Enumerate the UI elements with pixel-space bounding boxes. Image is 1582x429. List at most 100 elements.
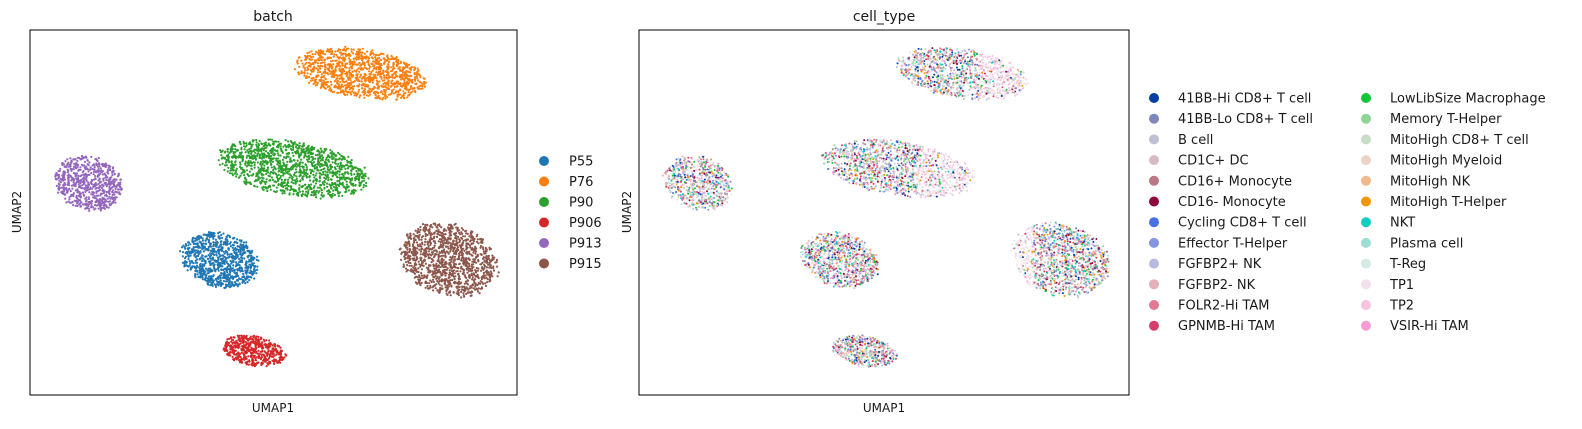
point [68,187,71,190]
point [347,47,350,50]
point [420,87,423,90]
point [202,250,205,253]
point [278,162,281,165]
point [249,269,252,272]
point [84,172,87,175]
point [377,71,380,75]
point [290,141,293,144]
point [352,52,355,55]
point [255,356,258,359]
point [231,349,234,352]
point [352,48,355,51]
point [197,253,200,256]
point [203,271,206,274]
point [263,350,266,353]
point [349,93,353,96]
point [329,149,332,152]
point [74,185,77,188]
point [225,158,228,162]
point [245,165,248,168]
point [456,287,459,290]
point [365,83,368,87]
point [368,87,371,90]
point [273,343,277,346]
point [181,261,184,264]
point [335,53,338,57]
point [338,182,342,185]
point [399,88,402,91]
series-p76 [293,45,427,101]
point [212,237,215,240]
point [231,147,234,150]
point [345,49,348,52]
point [186,269,189,272]
point [317,191,320,194]
point [198,271,201,274]
point [367,91,370,94]
point [279,189,282,192]
point [66,158,69,161]
point [215,268,218,271]
point [364,57,368,60]
point [276,160,279,163]
point [395,85,398,88]
point [373,64,376,67]
point [358,184,361,187]
point [307,189,310,192]
point [339,77,342,80]
point [411,81,414,84]
point [376,91,380,94]
point [282,174,285,177]
point [311,67,314,71]
point [246,247,249,250]
point [338,85,341,88]
point [226,349,229,352]
point [209,259,212,262]
point [229,345,232,348]
point [240,360,243,364]
point [225,341,228,344]
point [61,177,64,180]
point [252,362,255,365]
point [347,90,350,94]
point [89,166,92,169]
point [235,167,238,170]
point [61,163,64,167]
point [375,71,378,74]
point [374,96,377,100]
point [207,271,210,275]
point [334,162,338,165]
point [65,201,68,204]
point [92,173,95,176]
point [244,246,247,249]
point [324,87,327,90]
point [358,50,361,53]
point [80,201,83,204]
point [339,161,342,164]
point [358,181,361,184]
point [320,191,324,194]
point [318,161,321,164]
point [179,250,182,253]
point [397,60,400,63]
point [107,164,110,167]
point [262,185,265,188]
point [249,141,252,144]
point [363,64,366,67]
point [255,351,258,354]
point [384,70,387,73]
point [284,144,287,147]
point [239,244,242,247]
point [69,157,72,160]
point [249,266,252,269]
point [305,190,308,193]
point [105,178,108,182]
point [478,292,481,295]
point [107,191,110,194]
point [239,256,243,259]
point [301,71,304,74]
point [223,286,226,289]
point [213,253,216,256]
point [363,179,366,182]
point [214,238,217,241]
